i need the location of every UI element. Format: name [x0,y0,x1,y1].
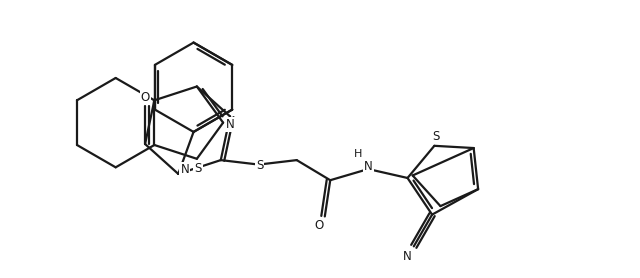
Text: N: N [226,118,234,131]
Text: O: O [140,91,150,104]
Text: N: N [364,160,372,173]
Text: O: O [315,219,324,232]
Text: S: S [432,130,440,143]
Text: N: N [403,250,412,263]
Text: S: S [195,162,202,175]
Text: H: H [354,149,363,159]
Text: S: S [256,159,264,172]
Text: N: N [180,163,189,176]
